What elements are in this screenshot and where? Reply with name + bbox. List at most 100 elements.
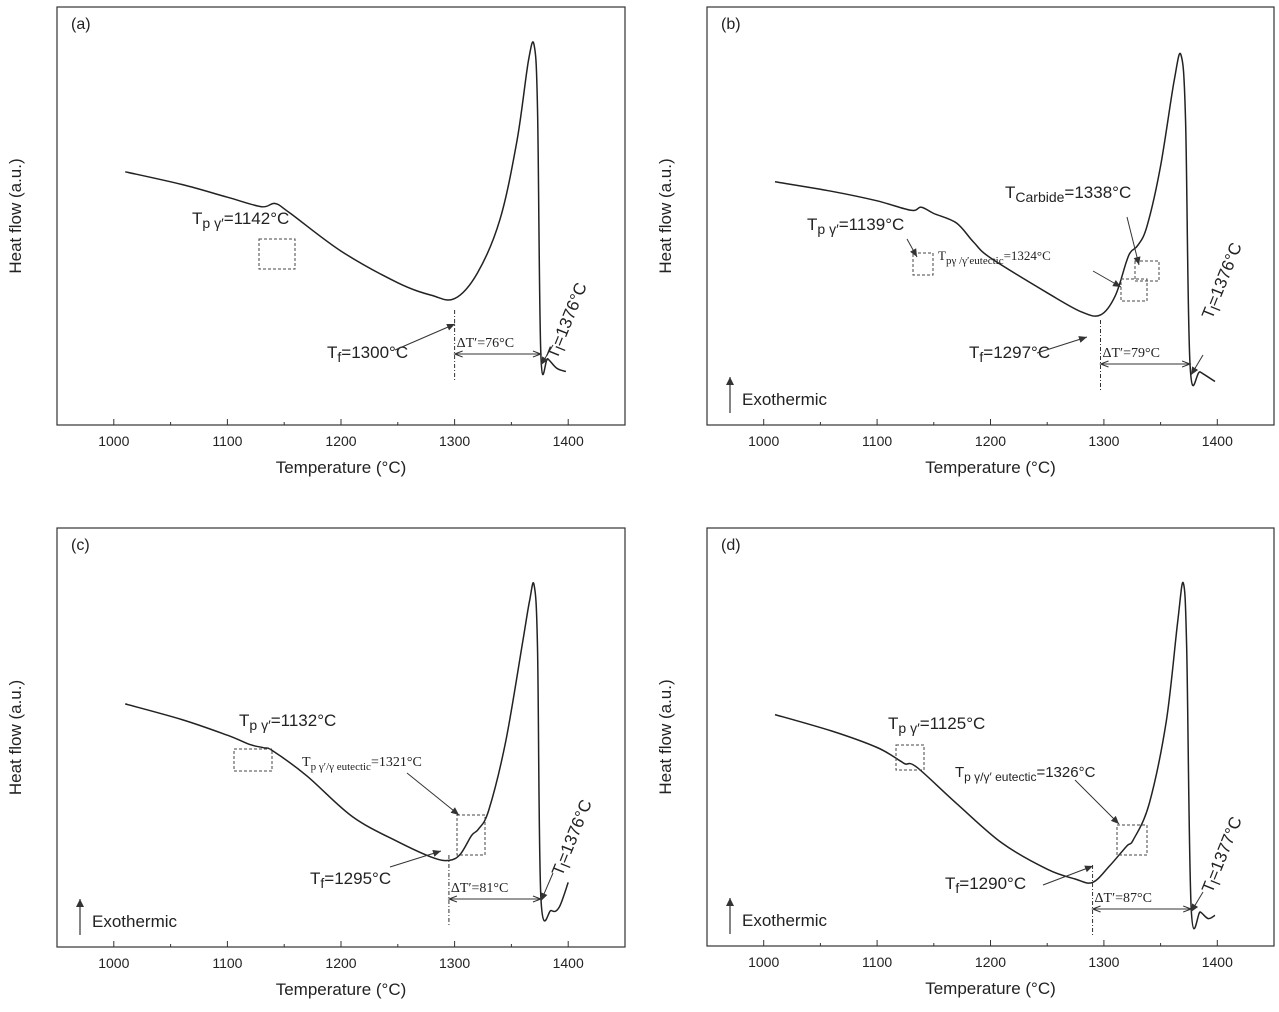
exothermic-label: Exothermic — [742, 390, 828, 409]
annotation-carbide: TCarbide=1338°C — [1005, 183, 1160, 282]
chart-panel-b: (b) 1000 1100 1200 1300 1400 Temperature (°C) H… — [656, 6, 1275, 477]
x-tick-label: 1300 — [439, 433, 470, 449]
panel-label: (b) — [721, 16, 741, 33]
x-tick-label: 1300 — [1088, 433, 1119, 449]
dim-arrow-left — [1099, 360, 1109, 368]
pointer-head — [1133, 256, 1141, 265]
pointer-head — [446, 323, 455, 331]
x-tick-label: 1300 — [1088, 954, 1119, 970]
x-tick-label: 1000 — [98, 955, 129, 971]
highlight-box — [1134, 260, 1160, 282]
delta-t-label: ΔT′=79°C — [1102, 346, 1159, 361]
annotation-p: Tp γ′=1142°C — [192, 209, 296, 270]
annotation-text: Tp γ/γ′ eutectic=1326°C — [955, 764, 1096, 784]
dsc-curve — [774, 581, 1216, 930]
annotation-peutectic: Tp γ′/γ eutectic=1321°C — [302, 755, 486, 856]
annotation-text: Tp γ′=1125°C — [888, 714, 985, 736]
x-axis-label: Temperature (°C) — [925, 979, 1056, 998]
pointer-head — [541, 356, 549, 365]
delta-t-annotation: ΔT′=79°C — [1099, 320, 1192, 390]
pointer-head — [1078, 336, 1087, 343]
delta-t-annotation: ΔT′=81°C — [447, 855, 543, 925]
x-tick-label: 1300 — [439, 955, 470, 971]
x-tick-label: 1000 — [748, 433, 779, 449]
dsc-curve — [774, 52, 1216, 387]
dim-arrow-left — [453, 350, 463, 358]
pointer-head — [1110, 815, 1119, 824]
dim-arrow-right — [1181, 360, 1192, 368]
annotation-text: Tl=1376°C — [1198, 240, 1248, 323]
x-tick-label: 1200 — [975, 954, 1006, 970]
x-tick-label: 1400 — [1202, 433, 1233, 449]
highlight-box — [895, 744, 925, 771]
annotation-text: Tf=1295°C — [310, 869, 391, 891]
highlight-box — [1120, 278, 1148, 302]
x-tick-label: 1400 — [553, 433, 584, 449]
annotation-l: Tl=1376°C — [540, 280, 593, 366]
annotation-p: Tp γ′=1132°C — [233, 711, 336, 772]
pointer-head — [540, 892, 548, 901]
x-tick-label: 1100 — [862, 433, 892, 449]
delta-t-annotation: ΔT′=87°C — [1091, 865, 1193, 935]
delta-t-annotation: ΔT′=76°C — [453, 310, 543, 380]
annotation-p: Tp γ′=1139°C — [807, 215, 934, 276]
pointer-line — [406, 772, 460, 816]
highlight-box — [233, 748, 273, 772]
panel-label: (c) — [71, 537, 90, 554]
dim-arrow-right — [532, 895, 543, 903]
x-tick-label: 1100 — [862, 954, 892, 970]
x-tick-label: 1200 — [325, 955, 356, 971]
dim-arrow-right — [532, 350, 543, 358]
pointer-line — [394, 323, 456, 351]
annotation-f: Tf=1295°C — [310, 850, 442, 891]
pointer-head — [1112, 279, 1121, 287]
x-axis-label: Temperature (°C) — [276, 980, 407, 999]
x-tick-label: 1400 — [553, 955, 584, 971]
chart-panel-d: (d) 1000 1100 1200 1300 1400 Temperature (°C) H… — [656, 527, 1275, 998]
x-tick-label: 1000 — [748, 954, 779, 970]
delta-t-label: ΔT′=81°C — [451, 881, 508, 896]
highlight-box — [456, 814, 486, 856]
pointer-line — [1074, 779, 1120, 825]
x-tick-label: 1200 — [325, 433, 356, 449]
annotation-text: Tp γ′=1139°C — [807, 215, 904, 237]
panel-label: (a) — [71, 16, 91, 33]
dim-arrow-left — [1091, 905, 1101, 913]
pointer-line — [1036, 336, 1088, 354]
annotation-text: Tf=1290°C — [945, 874, 1026, 896]
pointer-line — [1042, 865, 1094, 886]
dsc-curve — [125, 41, 567, 376]
y-axis-label: Heat flow (a.u.) — [6, 158, 25, 273]
y-axis-label: Heat flow (a.u.) — [6, 680, 25, 795]
pointer-head — [1191, 366, 1199, 375]
pointer-head — [432, 850, 441, 857]
pointer-line — [1126, 216, 1140, 266]
annotation-l: Tl=1376°C — [1190, 240, 1248, 376]
x-axis-label: Temperature (°C) — [276, 458, 407, 477]
annotation-text: Tl=1376°C — [543, 280, 593, 363]
annotation-text: Tf=1300°C — [327, 343, 408, 365]
chart-panel-c: (c) 1000 1100 1200 1300 1400 Temperature (°C) H… — [6, 527, 626, 999]
pointer-head — [1191, 903, 1199, 912]
highlight-box — [912, 252, 934, 276]
annotation-text: Tp γ′/γ eutectic=1321°C — [302, 755, 422, 773]
annotation-text: Tf=1297°C — [969, 343, 1050, 365]
dim-arrow-right — [1183, 905, 1193, 913]
annotation-l: Tl=1377°C — [1190, 814, 1246, 913]
x-tick-label: 1100 — [212, 433, 242, 449]
y-axis-label: Heat flow (a.u.) — [656, 158, 675, 273]
x-tick-label: 1000 — [98, 433, 129, 449]
exothermic-label: Exothermic — [742, 911, 828, 930]
dim-arrow-left — [447, 895, 458, 903]
delta-t-label: ΔT′=87°C — [1095, 891, 1152, 906]
annotation-f: Tf=1300°C — [327, 323, 456, 365]
exothermic-label: Exothermic — [92, 912, 178, 931]
annotation-p: Tp γ′=1125°C — [888, 714, 985, 771]
plot-frame — [706, 6, 1275, 426]
annotation-l: Tl=1376°C — [540, 797, 596, 902]
annotation-text: TCarbide=1338°C — [1005, 183, 1131, 205]
chart-panel-a: (a) 1000 1100 1200 1300 1400 Temperature (°C) H… — [6, 6, 626, 477]
y-axis-label: Heat flow (a.u.) — [656, 679, 675, 794]
highlight-box — [258, 238, 296, 270]
